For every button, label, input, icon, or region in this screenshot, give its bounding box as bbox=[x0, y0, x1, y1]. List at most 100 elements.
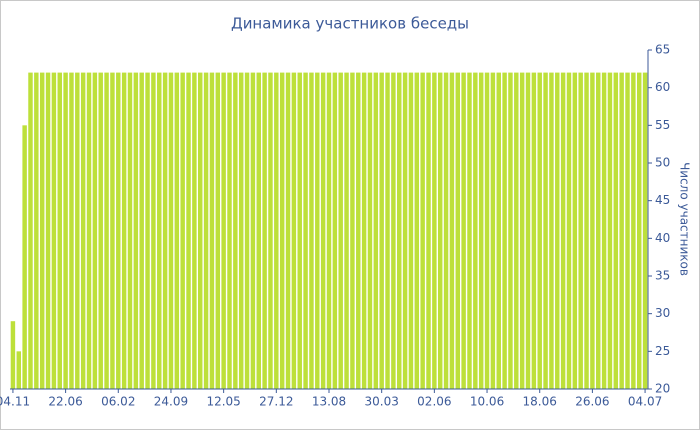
bar bbox=[180, 72, 185, 389]
bar bbox=[519, 72, 525, 389]
bar bbox=[215, 72, 221, 389]
bar bbox=[338, 72, 343, 389]
bar bbox=[209, 72, 215, 389]
bar bbox=[496, 72, 501, 389]
x-tick-label: 27.12 bbox=[259, 395, 293, 409]
bar bbox=[402, 72, 408, 389]
x-tick-label: 04.07 bbox=[628, 395, 662, 409]
bar bbox=[607, 72, 613, 389]
bar bbox=[508, 72, 513, 389]
bar bbox=[414, 72, 420, 389]
bar bbox=[86, 72, 92, 389]
bar bbox=[426, 72, 431, 389]
bar bbox=[584, 72, 589, 389]
bar bbox=[80, 72, 86, 389]
x-tick-label: 22.06 bbox=[48, 395, 82, 409]
bar bbox=[157, 72, 162, 389]
bar bbox=[356, 72, 361, 389]
bar bbox=[250, 72, 256, 389]
bar bbox=[572, 72, 578, 389]
x-tick-label: 18.06 bbox=[523, 395, 557, 409]
bar bbox=[198, 72, 203, 389]
bar bbox=[379, 72, 384, 389]
bar bbox=[63, 72, 68, 389]
bar bbox=[408, 72, 414, 389]
bar bbox=[578, 72, 583, 389]
bar bbox=[344, 72, 349, 389]
bar bbox=[104, 72, 109, 389]
bar bbox=[320, 72, 326, 389]
chart-title: Динамика участников беседы bbox=[231, 15, 469, 33]
bar bbox=[98, 72, 103, 389]
bar bbox=[549, 72, 554, 389]
bar bbox=[326, 72, 332, 389]
y-tick-label: 40 bbox=[655, 231, 670, 245]
bar bbox=[203, 72, 209, 389]
bar bbox=[45, 72, 51, 389]
bar bbox=[590, 72, 595, 389]
bar bbox=[613, 72, 619, 389]
x-tick-label: 10.06 bbox=[470, 395, 504, 409]
bar bbox=[168, 72, 174, 389]
bar bbox=[92, 72, 98, 389]
bar bbox=[514, 72, 519, 389]
bar bbox=[601, 72, 607, 389]
bar bbox=[361, 72, 367, 389]
x-tick-label: 06.02 bbox=[101, 395, 135, 409]
bar bbox=[461, 72, 466, 389]
y-tick-label: 35 bbox=[655, 269, 670, 283]
y-tick-label: 60 bbox=[655, 80, 670, 94]
x-tick-label: 04.11 bbox=[0, 395, 30, 409]
bar bbox=[397, 72, 402, 389]
bar bbox=[10, 321, 16, 389]
bar bbox=[297, 72, 302, 389]
bar bbox=[121, 72, 127, 389]
bar bbox=[57, 72, 62, 389]
bar bbox=[221, 72, 226, 389]
bar bbox=[555, 72, 560, 389]
bar bbox=[162, 72, 168, 389]
bar bbox=[279, 72, 285, 389]
bar bbox=[151, 72, 156, 389]
bar bbox=[233, 72, 238, 389]
bar bbox=[566, 72, 572, 389]
y-tick-label: 50 bbox=[655, 156, 670, 170]
bar bbox=[391, 72, 396, 389]
x-tick-label: 24.09 bbox=[154, 395, 188, 409]
bar bbox=[16, 351, 22, 389]
bar bbox=[437, 72, 443, 389]
bar bbox=[238, 72, 244, 389]
y-tick-label: 45 bbox=[655, 193, 670, 207]
bar bbox=[303, 72, 308, 389]
bar bbox=[256, 72, 261, 389]
bar bbox=[75, 72, 80, 389]
bar bbox=[332, 72, 338, 389]
bar bbox=[28, 72, 33, 389]
bar bbox=[367, 72, 373, 389]
bar bbox=[145, 72, 150, 389]
bar bbox=[625, 72, 630, 389]
bar bbox=[596, 72, 601, 389]
bar bbox=[39, 72, 45, 389]
bar bbox=[309, 72, 314, 389]
bar bbox=[484, 72, 490, 389]
bar bbox=[467, 72, 472, 389]
bar bbox=[186, 72, 191, 389]
bar bbox=[262, 72, 267, 389]
bar bbox=[315, 72, 320, 389]
bar bbox=[525, 72, 531, 389]
bar bbox=[133, 72, 139, 389]
bar bbox=[642, 72, 648, 389]
bar bbox=[192, 72, 197, 389]
bar bbox=[537, 72, 542, 389]
bar bbox=[636, 72, 642, 389]
bar bbox=[373, 72, 379, 389]
bar bbox=[560, 72, 566, 389]
bar bbox=[420, 72, 425, 389]
bar bbox=[34, 72, 39, 389]
bar bbox=[443, 72, 449, 389]
bar bbox=[110, 72, 115, 389]
bar bbox=[285, 72, 291, 389]
x-tick-label: 30.03 bbox=[364, 395, 398, 409]
